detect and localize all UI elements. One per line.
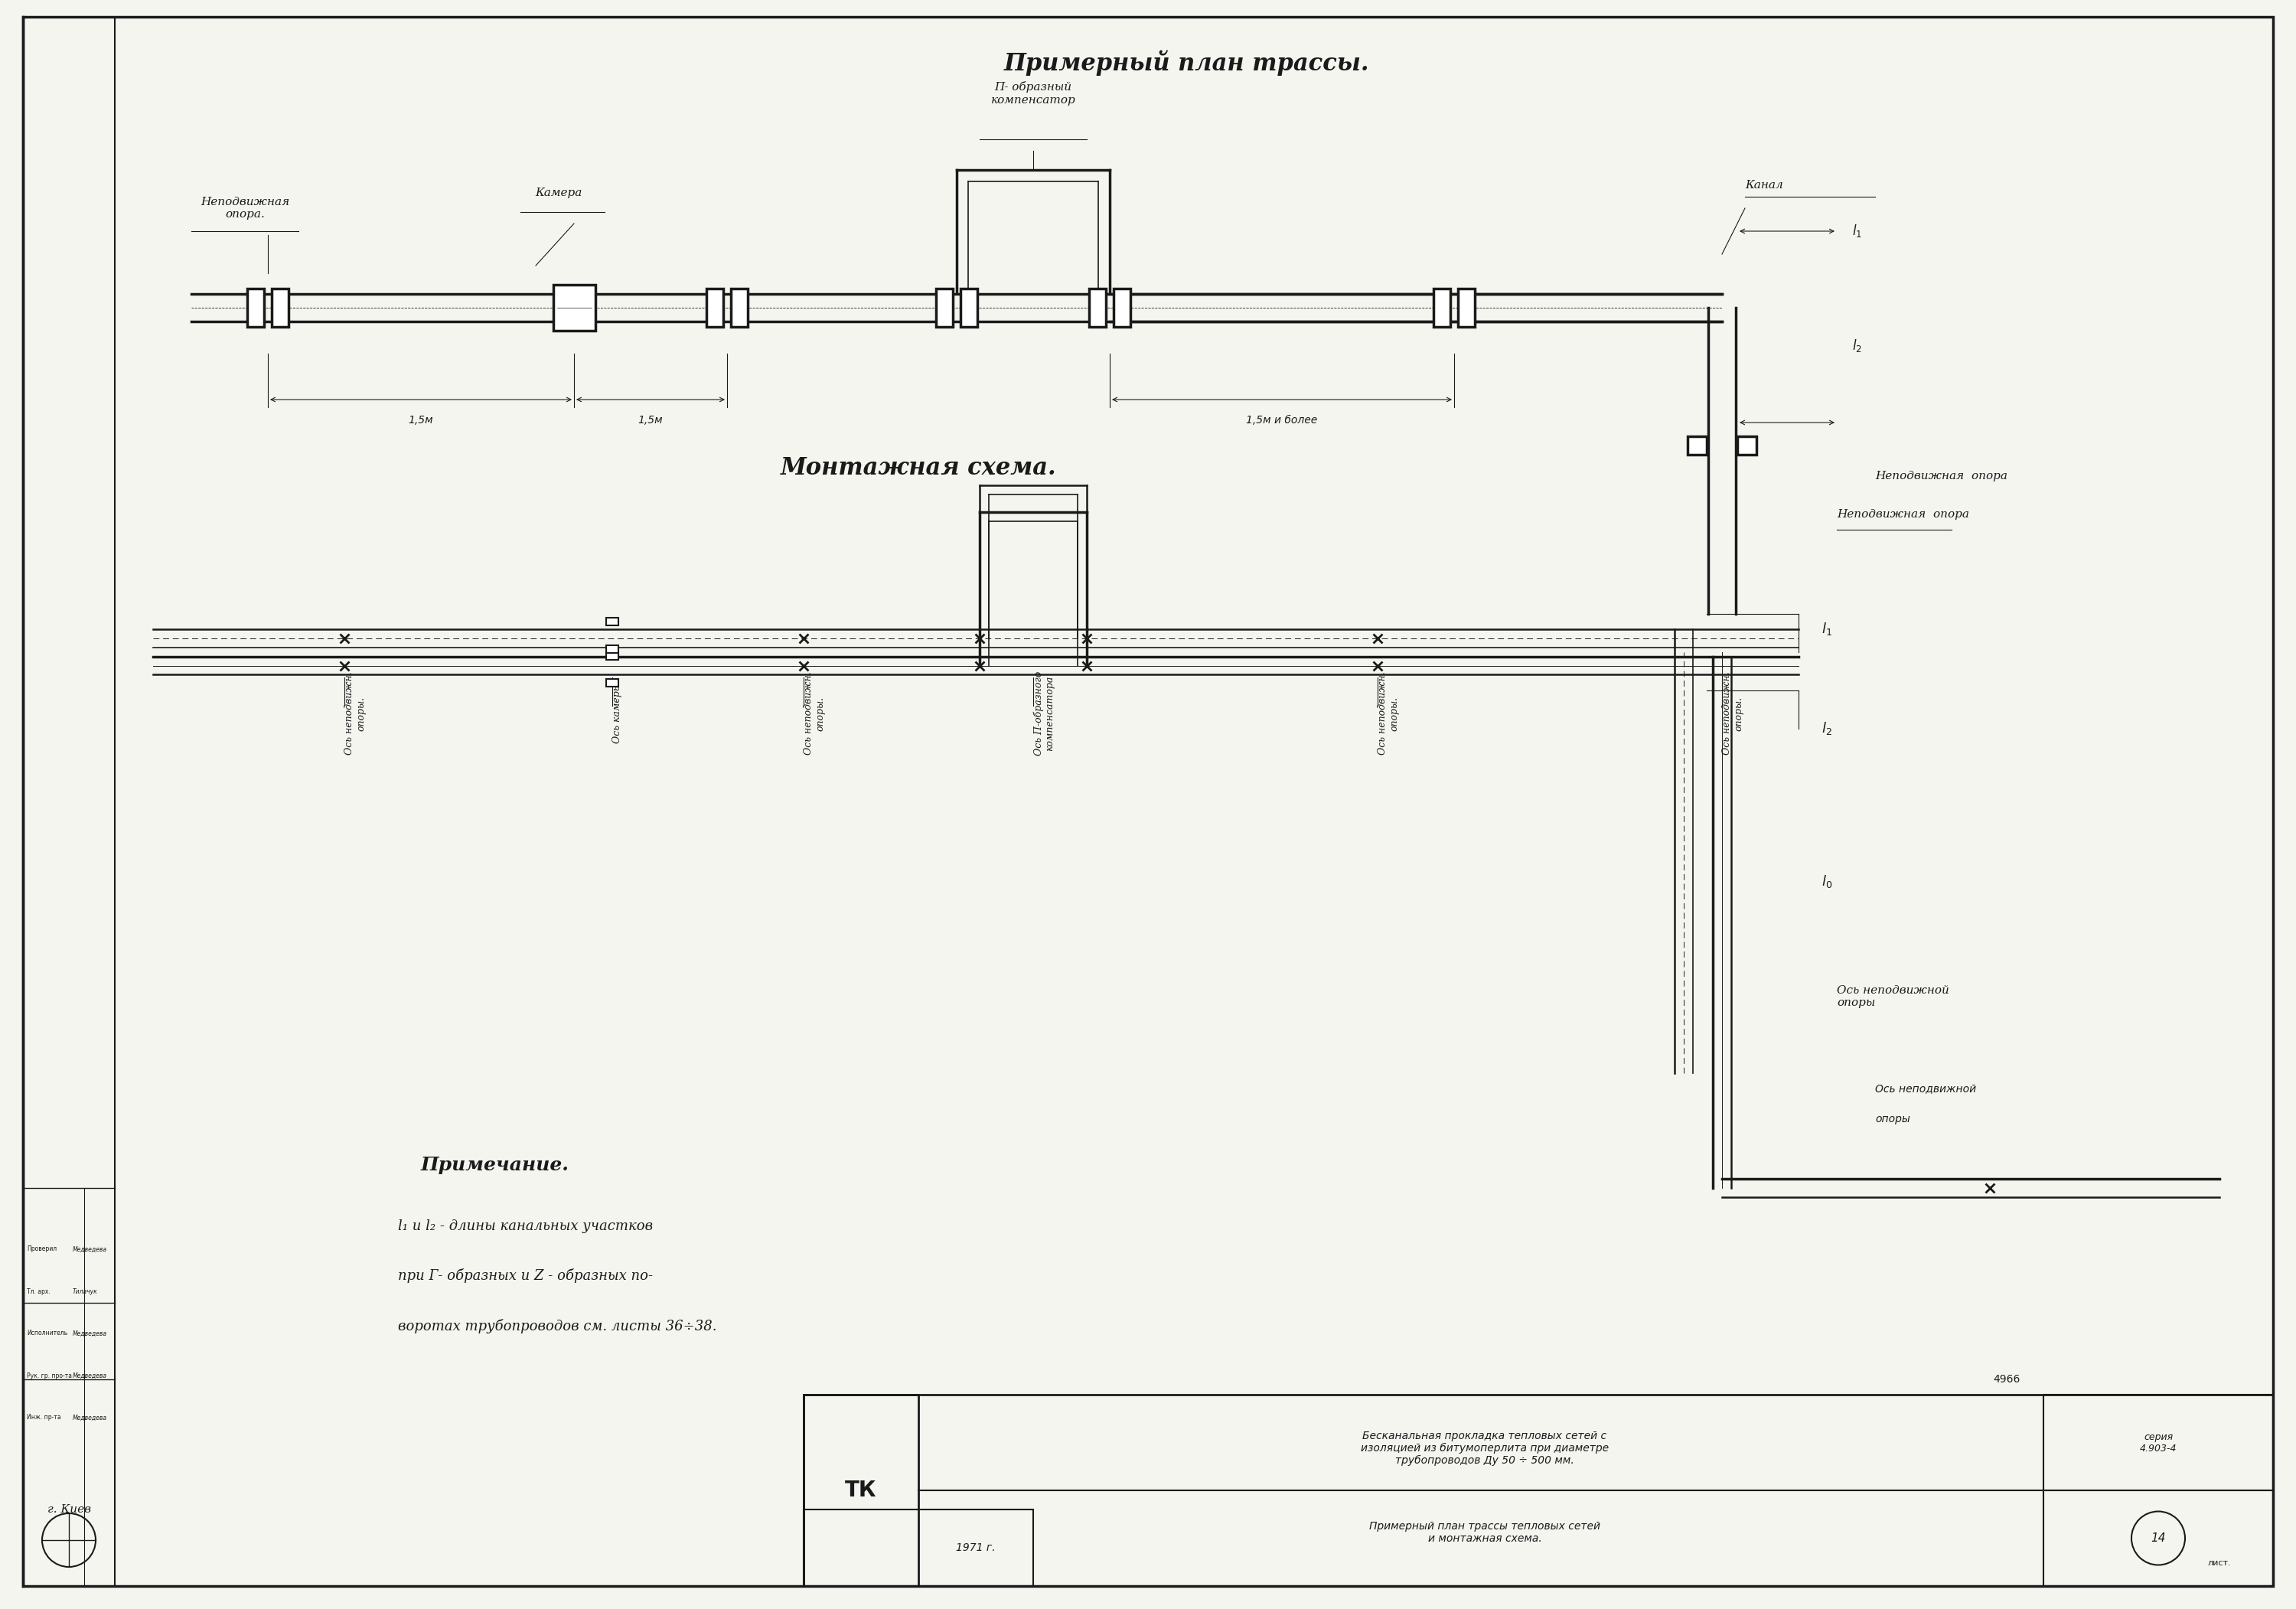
Text: $l_2$: $l_2$ [1821, 721, 1832, 737]
Bar [707, 288, 723, 327]
Bar [606, 679, 618, 685]
Text: Монтажная схема.: Монтажная схема. [781, 457, 1056, 481]
Text: при Г- образных и Z - образных по-: при Г- образных и Z - образных по- [397, 1270, 652, 1284]
Text: Медведева: Медведева [73, 1414, 108, 1421]
Text: Ось неподвижн.
опоры.: Ось неподвижн. опоры. [1722, 673, 1743, 755]
Text: Ось неподвижн.
опоры.: Ось неподвижн. опоры. [344, 673, 365, 755]
Text: Ось камеры: Ось камеры [613, 684, 622, 743]
Text: Неподвижная
опора.: Неподвижная опора. [200, 196, 289, 220]
Bar [1738, 436, 1756, 455]
Text: П- образный
компенсатор: П- образный компенсатор [992, 82, 1075, 105]
Text: $l_1$: $l_1$ [1821, 621, 1832, 637]
Text: Примерный план трассы.: Примерный план трассы. [1003, 50, 1368, 76]
Bar [730, 288, 748, 327]
Bar [804, 1395, 2273, 1586]
Text: 1,5м: 1,5м [638, 415, 664, 426]
Text: г. Киев: г. Киев [46, 1504, 92, 1514]
Text: Камера: Камера [535, 188, 583, 198]
Text: $l_1$: $l_1$ [1853, 224, 1862, 240]
Text: Ось неподвижной
опоры: Ось неподвижной опоры [1837, 985, 1949, 1009]
Bar [960, 288, 978, 327]
Text: Исполнитель: Исполнитель [28, 1331, 67, 1337]
Text: Ось неподвижн.
опоры.: Ось неподвижн. опоры. [1378, 673, 1398, 755]
Text: опоры: опоры [1876, 1113, 1910, 1125]
Text: серия
4.903-4: серия 4.903-4 [2140, 1432, 2177, 1453]
Text: 1,5м и более: 1,5м и более [1247, 415, 1318, 426]
Bar [1433, 288, 1451, 327]
Text: Канал: Канал [1745, 180, 1784, 190]
Text: Бесканальная прокладка тепловых сетей с
изоляцией из битумоперлита при диаметре
: Бесканальная прокладка тепловых сетей с … [1362, 1430, 1609, 1466]
Text: Медведева: Медведева [73, 1372, 108, 1379]
Text: воротах трубопроводов см. листы 36÷38.: воротах трубопроводов см. листы 36÷38. [397, 1318, 716, 1332]
Text: Инж. пр-та: Инж. пр-та [28, 1414, 62, 1421]
Text: ТК: ТК [845, 1480, 877, 1501]
Bar [553, 285, 595, 331]
Bar [2043, 1490, 2273, 1586]
Text: $l_2$: $l_2$ [1853, 338, 1862, 354]
Bar [248, 288, 264, 327]
Bar [804, 1395, 918, 1586]
Text: Ось неподвижной: Ось неподвижной [1876, 1083, 1977, 1094]
Text: 14: 14 [2151, 1532, 2165, 1545]
Bar [1458, 288, 1474, 327]
Text: Примерный план трассы тепловых сетей
и монтажная схема.: Примерный план трассы тепловых сетей и м… [1368, 1521, 1600, 1545]
Bar [1088, 288, 1107, 327]
Text: Неподвижная  опора: Неподвижная опора [1837, 508, 1970, 520]
Bar [1688, 436, 1706, 455]
Bar [937, 288, 953, 327]
Text: Неподвижная  опора: Неподвижная опора [1876, 471, 2007, 481]
Text: Ось П-образного
компенсатора: Ось П-образного компенсатора [1033, 671, 1054, 756]
Text: $l_0$: $l_0$ [1821, 874, 1832, 890]
Text: 1,5м: 1,5м [409, 415, 434, 426]
Text: Примечание.: Примечание. [420, 1155, 569, 1175]
Text: Ось неподвижн.
опоры.: Ось неподвижн. опоры. [804, 673, 824, 755]
Text: 4966: 4966 [1993, 1374, 2020, 1385]
Text: Тилачук: Тилачук [73, 1287, 99, 1295]
Bar [606, 618, 618, 626]
Text: l₁ и l₂ - длины канальных участков: l₁ и l₂ - длины канальных участков [397, 1220, 652, 1232]
Bar [2043, 1395, 2273, 1490]
Bar [606, 652, 618, 660]
Text: Проверил: Проверил [28, 1245, 57, 1253]
Bar [606, 645, 618, 653]
Bar [271, 288, 289, 327]
Text: лист.: лист. [2209, 1559, 2232, 1567]
Text: 1971 г.: 1971 г. [955, 1543, 996, 1553]
Text: Рук. гр. про-та: Рук. гр. про-та [28, 1372, 71, 1379]
Text: Медведева: Медведева [73, 1331, 108, 1337]
Bar [1114, 288, 1130, 327]
Text: Медведева: Медведева [73, 1245, 108, 1253]
Bar [804, 1509, 1033, 1586]
Text: Тл. арх.: Тл. арх. [28, 1287, 51, 1295]
